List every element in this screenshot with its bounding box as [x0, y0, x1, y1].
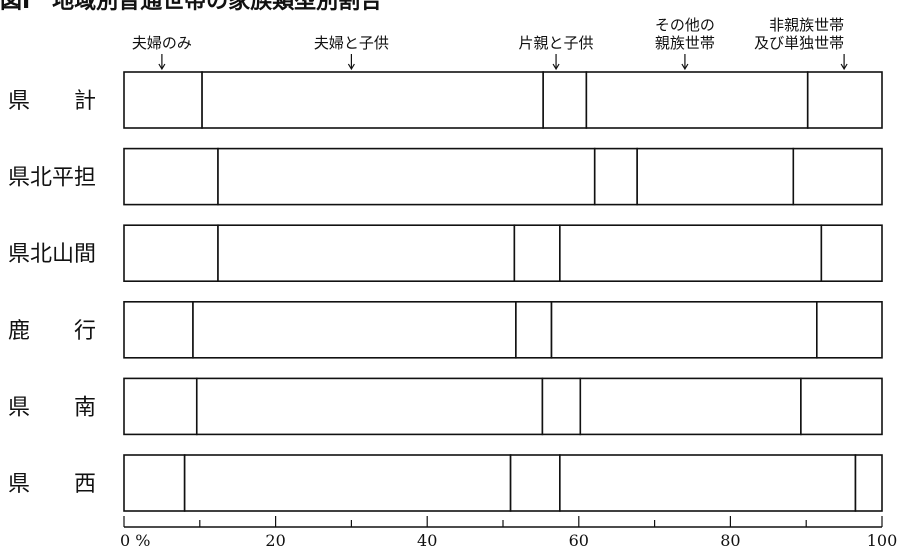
- legend-label: 片親と子供: [519, 34, 594, 52]
- bar-segment: [854, 454, 883, 512]
- x-tick-label: 0 %: [120, 531, 150, 549]
- bar-segment: [217, 147, 596, 206]
- x-axis: 0 % 20 40 60 80 100: [120, 516, 898, 550]
- bar-segment: [816, 300, 883, 359]
- legend-label: 及び単独世帯: [754, 34, 844, 52]
- category-label: 鹿 行: [8, 319, 96, 344]
- category-label: 県 計: [8, 89, 96, 114]
- bar-segment: [559, 454, 857, 512]
- bar-segment: [123, 300, 194, 359]
- legend-arrow-head: [552, 63, 560, 71]
- bar-segment: [792, 147, 883, 206]
- legend-arrow-head: [158, 63, 166, 71]
- bar-segment: [542, 71, 588, 129]
- legend-label: 夫婦と子供: [314, 34, 389, 52]
- bar-segment: [515, 300, 553, 359]
- x-tick-label: 20: [265, 531, 285, 549]
- legend-label: その他の: [655, 16, 715, 34]
- bar-segment: [183, 454, 512, 512]
- bar-segment: [550, 300, 818, 359]
- bar-segment: [593, 147, 638, 206]
- bar-row: [123, 300, 883, 359]
- x-tick-label: 60: [569, 531, 589, 549]
- bar-segment: [123, 224, 219, 282]
- stacked-bars: [123, 71, 883, 512]
- bar-segment: [123, 377, 198, 436]
- bar-row: [123, 454, 883, 512]
- bar-segment: [513, 224, 561, 282]
- category-label: 県 西: [8, 472, 96, 497]
- x-tick-label: 40: [417, 531, 437, 549]
- bar-segment: [559, 224, 823, 282]
- bar-segment: [820, 224, 883, 282]
- chart-title: 図Ⅰ 地域別普通世帯の家族類型別割合: [0, 0, 383, 14]
- legend-label: 夫婦のみ: [132, 34, 192, 52]
- bar-segment: [800, 377, 883, 436]
- bar-segment: [201, 71, 544, 129]
- bar-segment: [579, 377, 802, 436]
- bar-segment: [195, 377, 544, 436]
- bar-row: [123, 377, 883, 436]
- category-label: 県北平担: [8, 166, 96, 191]
- bar-row: [123, 224, 883, 282]
- category-label: 県北山間: [8, 242, 96, 267]
- legend-arrow-head: [840, 63, 848, 71]
- bar-segment: [123, 147, 219, 206]
- legend-label: 親族世帯: [655, 34, 715, 52]
- bar-segment: [192, 300, 517, 359]
- bar-row: [123, 147, 883, 206]
- category-label: 県 南: [8, 395, 96, 420]
- bar-segment: [123, 454, 186, 512]
- bar-row: [123, 71, 883, 129]
- legend-label: 非親族世帯: [769, 16, 844, 34]
- bar-segment: [636, 147, 795, 206]
- bar-segment: [123, 71, 203, 129]
- bar-segment: [541, 377, 582, 436]
- x-tick-label: 80: [720, 531, 740, 549]
- bar-segment: [217, 224, 516, 282]
- bar-segment: [509, 454, 561, 512]
- legend-arrow-head: [347, 63, 355, 71]
- bar-segment: [585, 71, 809, 129]
- x-tick-label: 100: [867, 531, 898, 549]
- bar-segment: [806, 71, 883, 129]
- legend-arrow-head: [681, 63, 689, 71]
